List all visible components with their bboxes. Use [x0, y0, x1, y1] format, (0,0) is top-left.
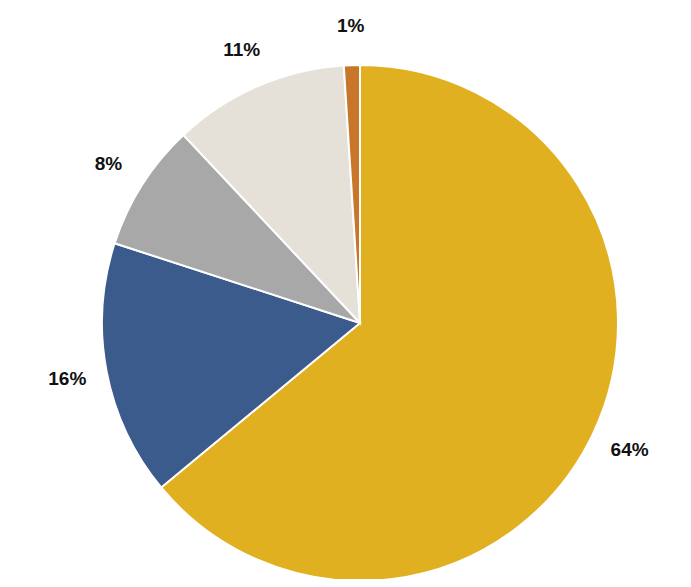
svg-text:1%: 1% — [337, 15, 365, 36]
svg-text:11%: 11% — [223, 39, 260, 60]
svg-text:8%: 8% — [95, 153, 123, 174]
svg-text:64%: 64% — [611, 439, 649, 460]
svg-text:16%: 16% — [48, 368, 86, 389]
